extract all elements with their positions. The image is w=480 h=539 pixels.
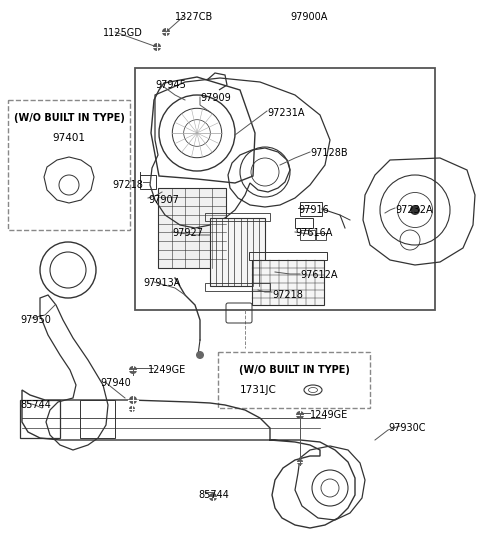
Circle shape: [129, 396, 137, 404]
Text: 97909: 97909: [200, 93, 231, 103]
Text: 97907: 97907: [148, 195, 179, 205]
Text: 1249GE: 1249GE: [310, 410, 348, 420]
Bar: [295, 218, 313, 228]
Text: 1327CB: 1327CB: [175, 12, 213, 22]
Text: 85744: 85744: [198, 490, 229, 500]
Bar: [140, 175, 156, 189]
Bar: [252, 260, 324, 305]
Text: 97945: 97945: [155, 80, 186, 90]
Circle shape: [153, 43, 161, 51]
Text: 97940: 97940: [100, 378, 131, 388]
Text: 97950: 97950: [20, 315, 51, 325]
Text: 97916: 97916: [298, 205, 329, 215]
Circle shape: [210, 494, 216, 500]
Circle shape: [129, 406, 135, 412]
Bar: [249, 252, 327, 260]
Circle shape: [196, 351, 204, 359]
Circle shape: [296, 411, 304, 419]
Text: 97913A: 97913A: [143, 278, 180, 288]
Text: 97231A: 97231A: [267, 108, 304, 118]
Text: 97401: 97401: [52, 133, 85, 143]
Text: 97218: 97218: [272, 290, 303, 300]
Bar: [210, 218, 265, 286]
Text: 1249GE: 1249GE: [148, 365, 186, 375]
Bar: [218, 352, 370, 408]
Bar: [300, 202, 322, 216]
Text: 97900A: 97900A: [290, 12, 327, 22]
Circle shape: [410, 205, 420, 215]
Bar: [8, 100, 130, 230]
Circle shape: [209, 493, 217, 501]
Bar: [135, 68, 435, 310]
Text: 97218: 97218: [112, 180, 143, 190]
Bar: [316, 233, 326, 240]
Circle shape: [297, 459, 303, 465]
Text: 97612A: 97612A: [300, 270, 337, 280]
Text: 97930C: 97930C: [388, 423, 425, 433]
Text: 1125GD: 1125GD: [103, 28, 143, 38]
Bar: [80, 400, 115, 438]
Bar: [300, 230, 315, 240]
Circle shape: [129, 366, 137, 374]
Bar: [205, 213, 270, 221]
Text: (W/O BUILT IN TYPE): (W/O BUILT IN TYPE): [239, 365, 349, 375]
Bar: [205, 283, 270, 291]
Bar: [20, 400, 60, 438]
Text: (W/O BUILT IN TYPE): (W/O BUILT IN TYPE): [13, 113, 124, 123]
Text: 97927: 97927: [172, 228, 203, 238]
Text: 97128B: 97128B: [310, 148, 348, 158]
Bar: [158, 188, 226, 268]
Text: 1731JC: 1731JC: [240, 385, 277, 395]
Circle shape: [162, 28, 170, 36]
Text: 97616A: 97616A: [295, 228, 332, 238]
Text: 85744: 85744: [20, 400, 51, 410]
Text: 97232A: 97232A: [395, 205, 432, 215]
